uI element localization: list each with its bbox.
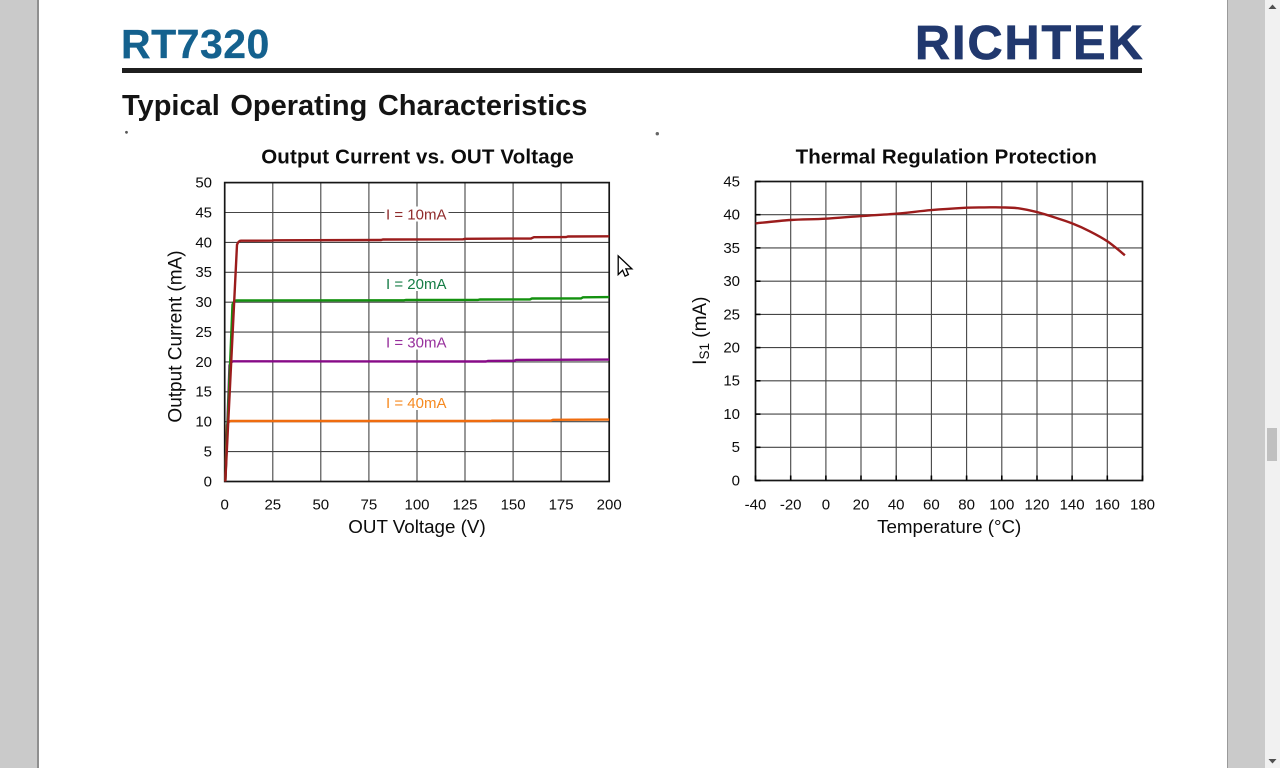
- svg-text:0: 0: [204, 473, 212, 490]
- svg-text:OUT Voltage (V): OUT Voltage (V): [348, 516, 485, 537]
- svg-text:Temperature (°C): Temperature (°C): [877, 516, 1021, 537]
- svg-text:10: 10: [723, 406, 740, 423]
- svg-text:15: 15: [195, 384, 212, 401]
- svg-text:0: 0: [822, 496, 830, 513]
- svg-text:125: 125: [452, 496, 477, 513]
- svg-text:I = 20mA: I = 20mA: [386, 276, 446, 293]
- svg-text:10: 10: [195, 414, 212, 431]
- svg-text:35: 35: [723, 240, 740, 257]
- svg-text:I = 30mA: I = 30mA: [386, 334, 446, 351]
- svg-text:-20: -20: [780, 496, 802, 513]
- svg-text:150: 150: [501, 496, 526, 513]
- svg-text:160: 160: [1095, 496, 1120, 513]
- svg-text:35: 35: [195, 264, 212, 281]
- svg-text:120: 120: [1024, 496, 1049, 513]
- svg-text:30: 30: [195, 294, 212, 311]
- svg-text:5: 5: [204, 444, 212, 461]
- svg-text:Thermal Regulation Protection: Thermal Regulation Protection: [796, 146, 1097, 169]
- svg-text:100: 100: [404, 496, 429, 513]
- svg-text:25: 25: [195, 324, 212, 341]
- svg-text:20: 20: [853, 496, 870, 513]
- svg-text:200: 200: [597, 496, 622, 513]
- svg-text:100: 100: [989, 496, 1014, 513]
- svg-text:Output Current vs. OUT Voltage: Output Current vs. OUT Voltage: [261, 146, 574, 169]
- svg-text:50: 50: [195, 175, 212, 192]
- svg-text:40: 40: [888, 496, 905, 513]
- svg-text:180: 180: [1130, 496, 1155, 513]
- svg-text:0: 0: [732, 472, 740, 489]
- svg-text:-40: -40: [745, 496, 767, 513]
- svg-text:45: 45: [723, 173, 740, 190]
- svg-text:15: 15: [723, 373, 740, 390]
- svg-text:75: 75: [361, 496, 378, 513]
- svg-text:I = 40mA: I = 40mA: [386, 395, 446, 412]
- svg-text:IS1 (mA): IS1 (mA): [690, 297, 712, 365]
- svg-text:45: 45: [195, 204, 212, 221]
- svg-text:25: 25: [264, 496, 281, 513]
- svg-text:0: 0: [221, 496, 229, 513]
- svg-text:5: 5: [732, 439, 740, 456]
- svg-text:25: 25: [723, 306, 740, 323]
- svg-text:Output Current (mA): Output Current (mA): [166, 250, 187, 422]
- svg-text:80: 80: [958, 496, 975, 513]
- svg-text:140: 140: [1060, 496, 1085, 513]
- svg-text:40: 40: [723, 207, 740, 224]
- svg-text:60: 60: [923, 496, 940, 513]
- svg-text:I = 10mA: I = 10mA: [386, 206, 446, 223]
- svg-text:30: 30: [723, 273, 740, 290]
- svg-text:40: 40: [195, 234, 212, 251]
- svg-text:50: 50: [312, 496, 329, 513]
- svg-text:20: 20: [723, 340, 740, 357]
- svg-text:175: 175: [549, 496, 574, 513]
- svg-text:20: 20: [195, 354, 212, 371]
